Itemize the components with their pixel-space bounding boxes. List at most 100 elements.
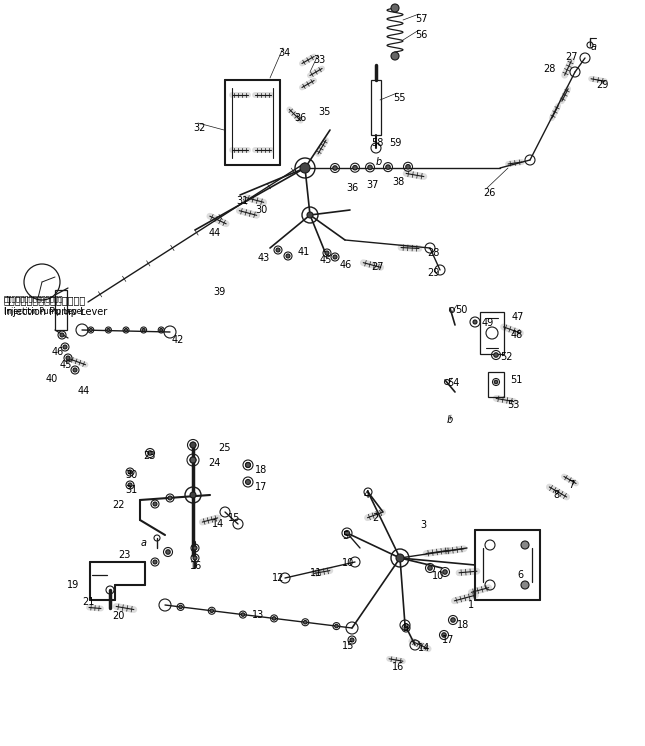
Bar <box>480 312 504 354</box>
Text: 35: 35 <box>318 107 330 117</box>
Text: 15: 15 <box>342 641 354 651</box>
Text: 37: 37 <box>366 180 379 190</box>
Text: 14: 14 <box>212 519 224 529</box>
Circle shape <box>166 550 170 554</box>
Circle shape <box>442 633 446 637</box>
Text: 17: 17 <box>255 482 268 492</box>
Circle shape <box>124 328 128 331</box>
Circle shape <box>494 380 498 383</box>
Circle shape <box>107 328 110 331</box>
Text: 15: 15 <box>228 513 241 523</box>
Circle shape <box>307 212 313 218</box>
Text: b: b <box>376 157 382 167</box>
Text: 19: 19 <box>67 580 79 590</box>
Circle shape <box>473 320 477 324</box>
Circle shape <box>142 328 145 331</box>
Text: 8: 8 <box>553 490 559 500</box>
Circle shape <box>344 530 350 536</box>
Text: インジェクションポンプレバー: インジェクションポンプレバー <box>4 295 86 305</box>
Text: 20: 20 <box>112 611 124 621</box>
Circle shape <box>276 248 280 252</box>
Text: a: a <box>591 42 597 52</box>
Circle shape <box>286 254 290 258</box>
Circle shape <box>353 166 357 170</box>
Text: 22: 22 <box>112 500 124 510</box>
Text: 54: 54 <box>447 378 459 388</box>
Circle shape <box>190 457 196 463</box>
Text: 10: 10 <box>432 571 444 581</box>
Text: 16: 16 <box>190 561 203 571</box>
Text: 30: 30 <box>255 205 267 215</box>
Text: 44: 44 <box>209 228 221 238</box>
Circle shape <box>190 457 196 463</box>
Circle shape <box>304 621 307 624</box>
Text: 40: 40 <box>46 374 58 384</box>
Text: 26: 26 <box>483 188 495 198</box>
Text: 45: 45 <box>320 255 332 265</box>
Circle shape <box>246 463 250 468</box>
Circle shape <box>153 560 157 564</box>
Circle shape <box>210 609 213 612</box>
Text: 5: 5 <box>342 531 348 541</box>
Text: 3: 3 <box>420 520 426 530</box>
Circle shape <box>246 463 250 468</box>
Circle shape <box>190 442 196 448</box>
Circle shape <box>190 442 195 448</box>
Circle shape <box>153 502 157 506</box>
Text: インジェクションポンプレバー: インジェクションポンプレバー <box>4 295 63 301</box>
Circle shape <box>190 492 196 498</box>
Text: 34: 34 <box>278 48 290 58</box>
Text: 18: 18 <box>457 620 470 630</box>
Text: 18: 18 <box>255 465 267 475</box>
Text: 45: 45 <box>60 360 72 370</box>
Circle shape <box>168 496 172 500</box>
Text: 12: 12 <box>272 573 284 583</box>
Circle shape <box>66 356 70 360</box>
Circle shape <box>442 570 447 574</box>
Text: 9: 9 <box>402 623 408 633</box>
Text: 11: 11 <box>310 568 322 578</box>
Text: 4: 4 <box>364 490 370 500</box>
Text: 29: 29 <box>596 80 608 90</box>
Circle shape <box>333 255 337 259</box>
Text: 56: 56 <box>415 30 428 40</box>
Text: 27: 27 <box>371 262 384 272</box>
Text: 23: 23 <box>143 451 155 461</box>
Text: 48: 48 <box>511 330 523 340</box>
Text: a: a <box>141 538 147 548</box>
Text: 33: 33 <box>313 55 325 65</box>
Text: 55: 55 <box>393 93 406 103</box>
Circle shape <box>300 163 310 173</box>
Text: 21: 21 <box>82 597 94 607</box>
Text: 49: 49 <box>482 318 494 328</box>
Text: 2: 2 <box>372 513 378 523</box>
Circle shape <box>148 451 152 455</box>
Bar <box>488 372 504 397</box>
Circle shape <box>179 605 183 609</box>
Circle shape <box>494 353 498 357</box>
Text: 41: 41 <box>298 247 310 257</box>
Text: 36: 36 <box>346 183 358 193</box>
Text: 16: 16 <box>392 662 404 672</box>
Circle shape <box>193 556 197 560</box>
Text: 58: 58 <box>371 138 383 148</box>
Circle shape <box>451 618 455 622</box>
Bar <box>55 290 67 330</box>
Circle shape <box>333 166 337 170</box>
Circle shape <box>63 345 67 349</box>
Text: 24: 24 <box>208 458 221 468</box>
Circle shape <box>391 4 399 12</box>
Text: 31: 31 <box>236 196 248 206</box>
Circle shape <box>272 617 276 620</box>
Text: 39: 39 <box>213 287 225 297</box>
Text: 28: 28 <box>427 248 439 258</box>
Text: 29: 29 <box>427 268 439 278</box>
Text: 46: 46 <box>52 347 64 357</box>
Text: 30: 30 <box>125 470 137 480</box>
Text: 25: 25 <box>218 443 230 453</box>
Text: 14: 14 <box>418 643 430 653</box>
Text: 57: 57 <box>415 14 428 24</box>
Circle shape <box>128 483 132 487</box>
Circle shape <box>350 638 354 642</box>
Circle shape <box>89 328 92 331</box>
